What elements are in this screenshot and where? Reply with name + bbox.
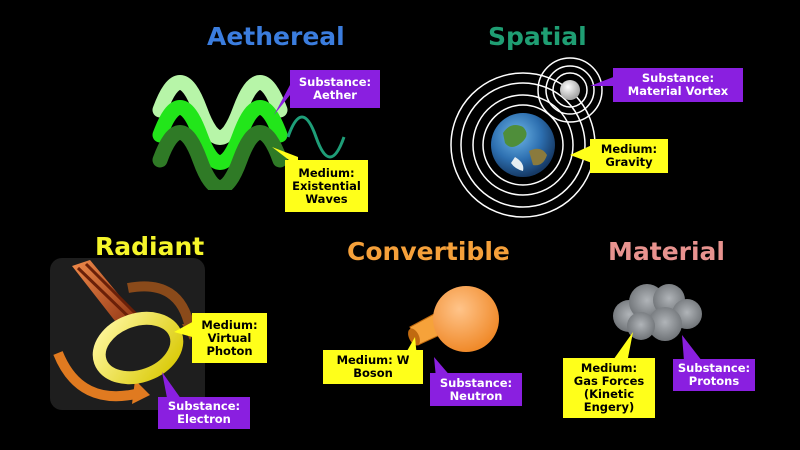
drill-ring-icon [50,258,205,410]
material-title: Material [608,237,725,266]
neutron-pointer [434,357,452,378]
gas-cloud-icon [613,284,702,341]
gas-forces-medium-label: Medium: Gas Forces (Kinetic Engery) [563,358,655,418]
neutron-substance-label: Substance: Neutron [430,373,522,406]
waves-medium-label: Medium: Existential Waves [285,160,368,212]
vortex-pointer [590,76,616,86]
wave-icon [152,75,346,190]
aethereal-title: Aethereal [207,22,345,51]
electron-substance-label: Substance: Electron [158,397,250,429]
gravity-medium-label: Medium: Gravity [590,139,668,173]
protons-pointer [682,335,702,361]
photon-medium-label: Medium: Virtual Photon [192,313,267,363]
spatial-title: Spatial [488,22,587,51]
sphere-tube-icon [408,286,499,352]
gravity-pointer [570,145,592,163]
protons-substance-label: Substance: Protons [673,359,755,391]
electron-pointer [162,372,184,403]
gas-forces-pointer [611,332,633,363]
radiant-title: Radiant [95,232,205,261]
photon-pointer [174,320,196,338]
convertible-title: Convertible [347,237,510,266]
planet-orbit-icon [450,57,603,218]
wboson-medium-label: Medium: W Boson [323,350,423,384]
vortex-substance-label: Substance: Material Vortex [613,68,743,102]
aether-substance-label: Substance: Aether [290,70,380,108]
